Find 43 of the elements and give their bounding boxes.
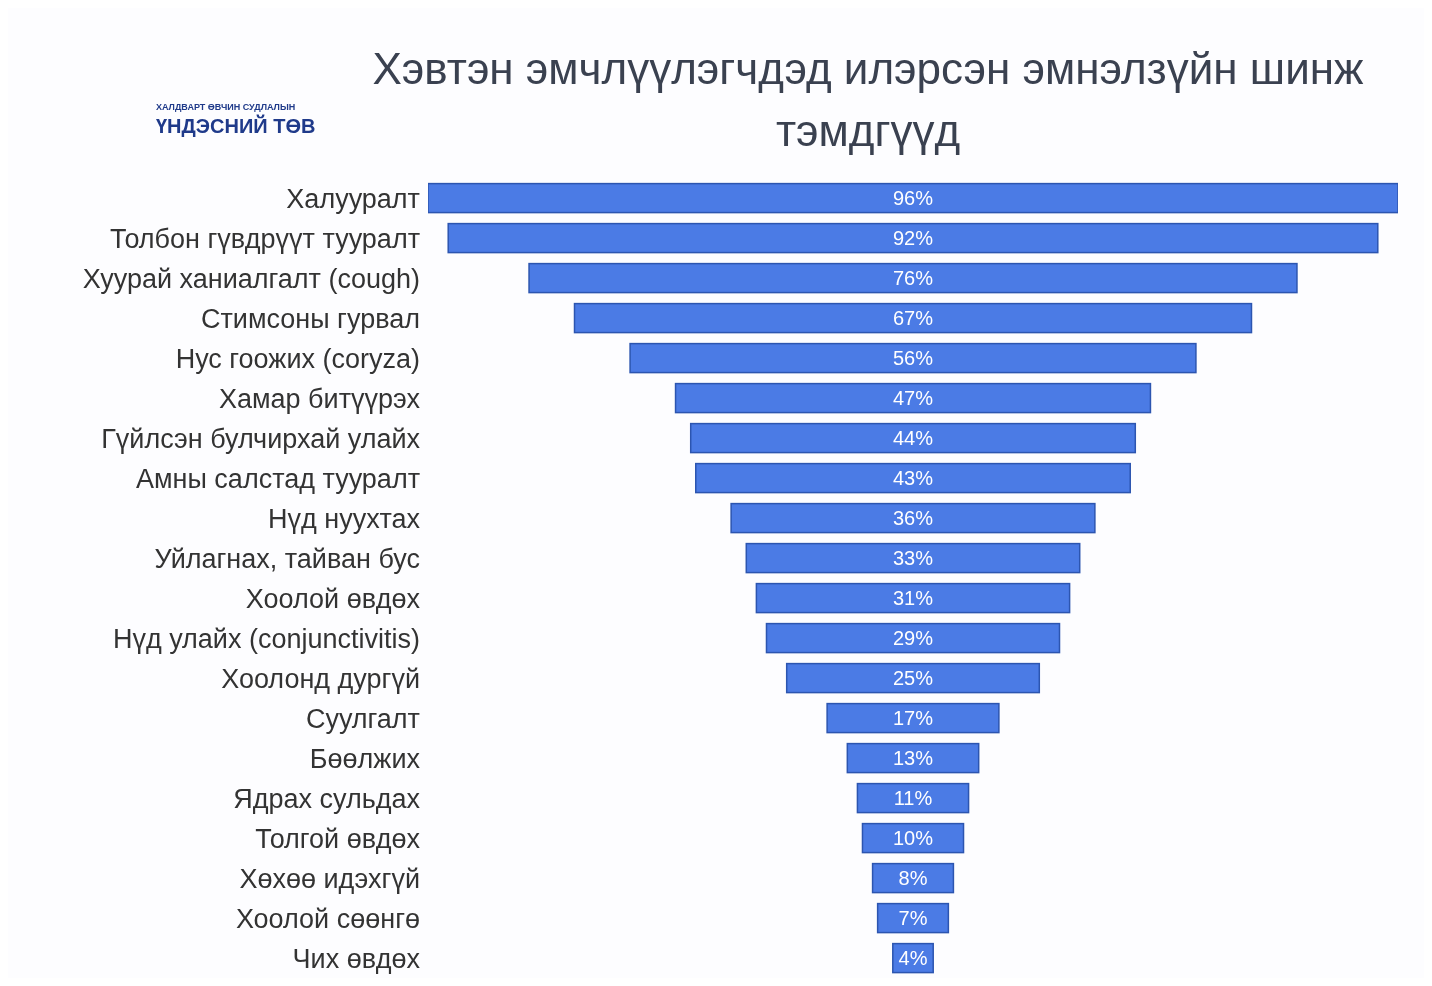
data-label: 43%: [892, 467, 934, 490]
category-label: Халууралт: [286, 183, 420, 214]
text: Хэвтэн эмчлүүлэгчдэд илэрсэн эмнэлзүйн шинж тэмдгүүд: [371, 43, 1365, 157]
category-label: Уйлагнах, тайван бус: [154, 543, 420, 574]
category-label: Толгой өвдөх: [255, 823, 421, 854]
category-label: Чих өвдөх: [292, 943, 421, 974]
data-label: 11%: [893, 787, 933, 810]
data-label: 56%: [892, 347, 934, 370]
data-label: 92%: [892, 227, 934, 250]
category-label: Нус гоожих (coryza): [175, 343, 420, 374]
category-label: Ядрах сульдах: [233, 783, 421, 814]
data-label: 36%: [892, 507, 934, 530]
category-label: Толбон гүвдрүүт тууралт: [110, 223, 420, 254]
data-label: 33%: [892, 547, 934, 570]
category-label: Хамар битүүрэх: [218, 383, 421, 414]
category-label: Амны салстад тууралт: [135, 463, 420, 494]
category-label: Хөхөө идэхгүй: [239, 863, 420, 894]
category-label: Стимсоны гурвал: [200, 303, 420, 334]
data-label: 29%: [892, 627, 934, 650]
data-label: 8%: [898, 867, 928, 890]
data-label: 10%: [892, 827, 934, 850]
data-label: 67%: [892, 307, 934, 330]
category-label: Нүд нуухтах: [268, 503, 421, 534]
data-label: 44%: [892, 427, 934, 450]
text: ҮНДЭСНИЙ ТӨВ: [156, 114, 316, 138]
category-label: Гүйлсэн булчирхай улайх: [101, 423, 421, 454]
category-label: Хуурай ханиалгалт (cough): [82, 263, 420, 294]
text: ХАЛДВАРТ ӨВЧИН СУДЛАЛЫН: [156, 101, 297, 114]
category-label: Суулгалт: [305, 703, 420, 734]
data-label: 76%: [892, 267, 934, 290]
category-label: Хоолой сөөнгө: [235, 903, 420, 934]
category-label: Хоолонд дургүй: [221, 663, 420, 694]
data-label: 31%: [892, 587, 934, 610]
data-label: 13%: [892, 747, 934, 770]
data-label: 25%: [892, 667, 934, 690]
data-label: 4%: [898, 947, 928, 970]
category-label: Нүд улайх (conjunctivitis): [112, 623, 420, 654]
data-label: 7%: [898, 907, 928, 930]
category-label: Хоолой өвдөх: [245, 583, 421, 614]
data-label: 96%: [892, 187, 934, 210]
data-label: 17%: [892, 707, 934, 730]
category-label: Бөөлжих: [309, 743, 421, 774]
data-label: 47%: [892, 387, 934, 410]
